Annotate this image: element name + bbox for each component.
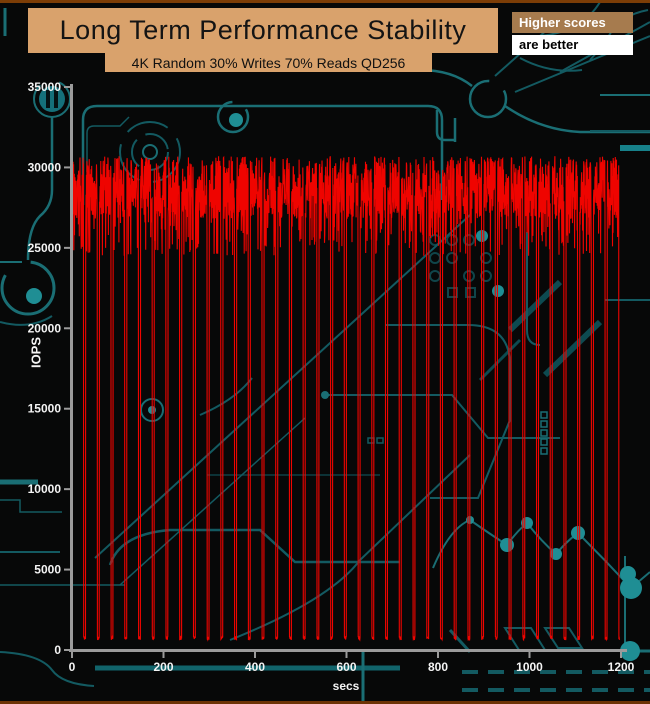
x-tick-label: 800: [428, 660, 448, 674]
higher-scores-note-line1: Higher scores: [512, 12, 633, 33]
tick-marks: [64, 86, 622, 658]
x-tick-label: 1200: [608, 660, 635, 674]
y-tick-label: 5000: [34, 563, 61, 577]
y-tick-label: 10000: [28, 482, 62, 496]
via-dots: [26, 86, 642, 661]
y-tick-label: 15000: [28, 402, 62, 416]
y-tick-label: 35000: [28, 80, 62, 94]
x-tick-label: 0: [69, 660, 76, 674]
y-tick-label: 0: [54, 643, 61, 657]
x-tick-label: 400: [245, 660, 265, 674]
higher-scores-note: Higher scores are better: [512, 12, 633, 55]
y-axis-title: IOPS: [28, 336, 44, 369]
higher-scores-note-line2: are better: [512, 35, 633, 55]
x-tick-label: 200: [153, 660, 173, 674]
x-tick-label: 600: [336, 660, 356, 674]
axes: [69, 84, 627, 652]
x-tick-label: 1000: [516, 660, 543, 674]
top-border: [0, 0, 650, 3]
chart-title: Long Term Performance Stability: [28, 8, 498, 53]
data-series: [71, 155, 621, 642]
tick-labels: 0 5000 10000 15000 20000 25000 30000 35000 0 200 4…: [28, 80, 635, 674]
y-tick-label: 20000: [28, 321, 62, 335]
y-tick-label: 25000: [28, 241, 62, 255]
x-axis-title: secs: [332, 679, 360, 693]
y-tick-label: 30000: [28, 160, 62, 174]
bottom-border: [0, 701, 650, 704]
chart-subtitle: 4K Random 30% Writes 70% Reads QD256: [105, 53, 432, 72]
